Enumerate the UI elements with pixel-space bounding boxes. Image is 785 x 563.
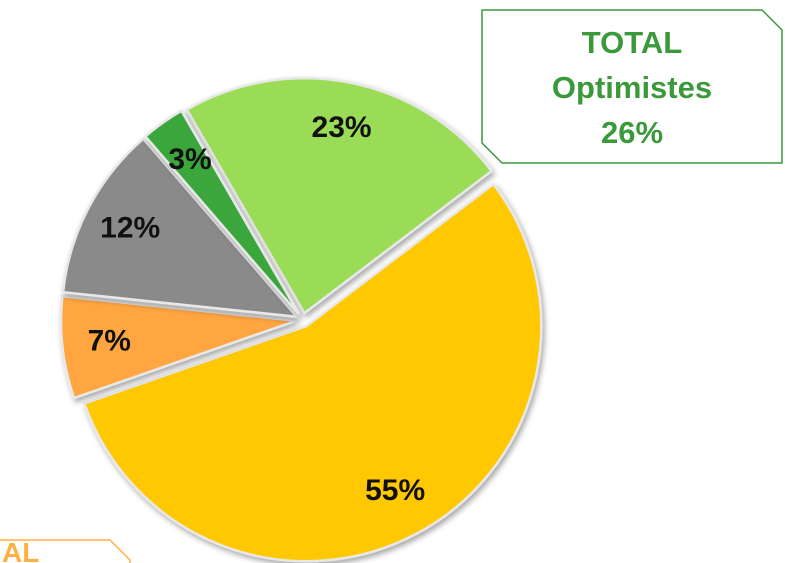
box-line: Optimistes	[552, 70, 712, 105]
pie-slice	[59, 294, 297, 400]
data-label: 7%	[88, 324, 131, 357]
data-label: 3%	[168, 143, 211, 176]
total-box-2	[0, 539, 131, 563]
total-box	[481, 9, 783, 164]
pie-slice	[185, 76, 494, 315]
data-label: 23%	[312, 111, 372, 144]
pie-slice	[143, 109, 301, 316]
box-line: 26%	[601, 115, 663, 150]
data-label: 12%	[100, 212, 160, 245]
box-line: TOTAL	[582, 25, 682, 60]
pie-slice	[61, 137, 300, 319]
pie	[59, 76, 543, 563]
data-label: 55%	[365, 474, 425, 507]
pie-slice	[82, 182, 543, 563]
labels: 23%55%7%12%NSP3%	[88, 111, 426, 507]
box-line: AL	[2, 537, 39, 563]
